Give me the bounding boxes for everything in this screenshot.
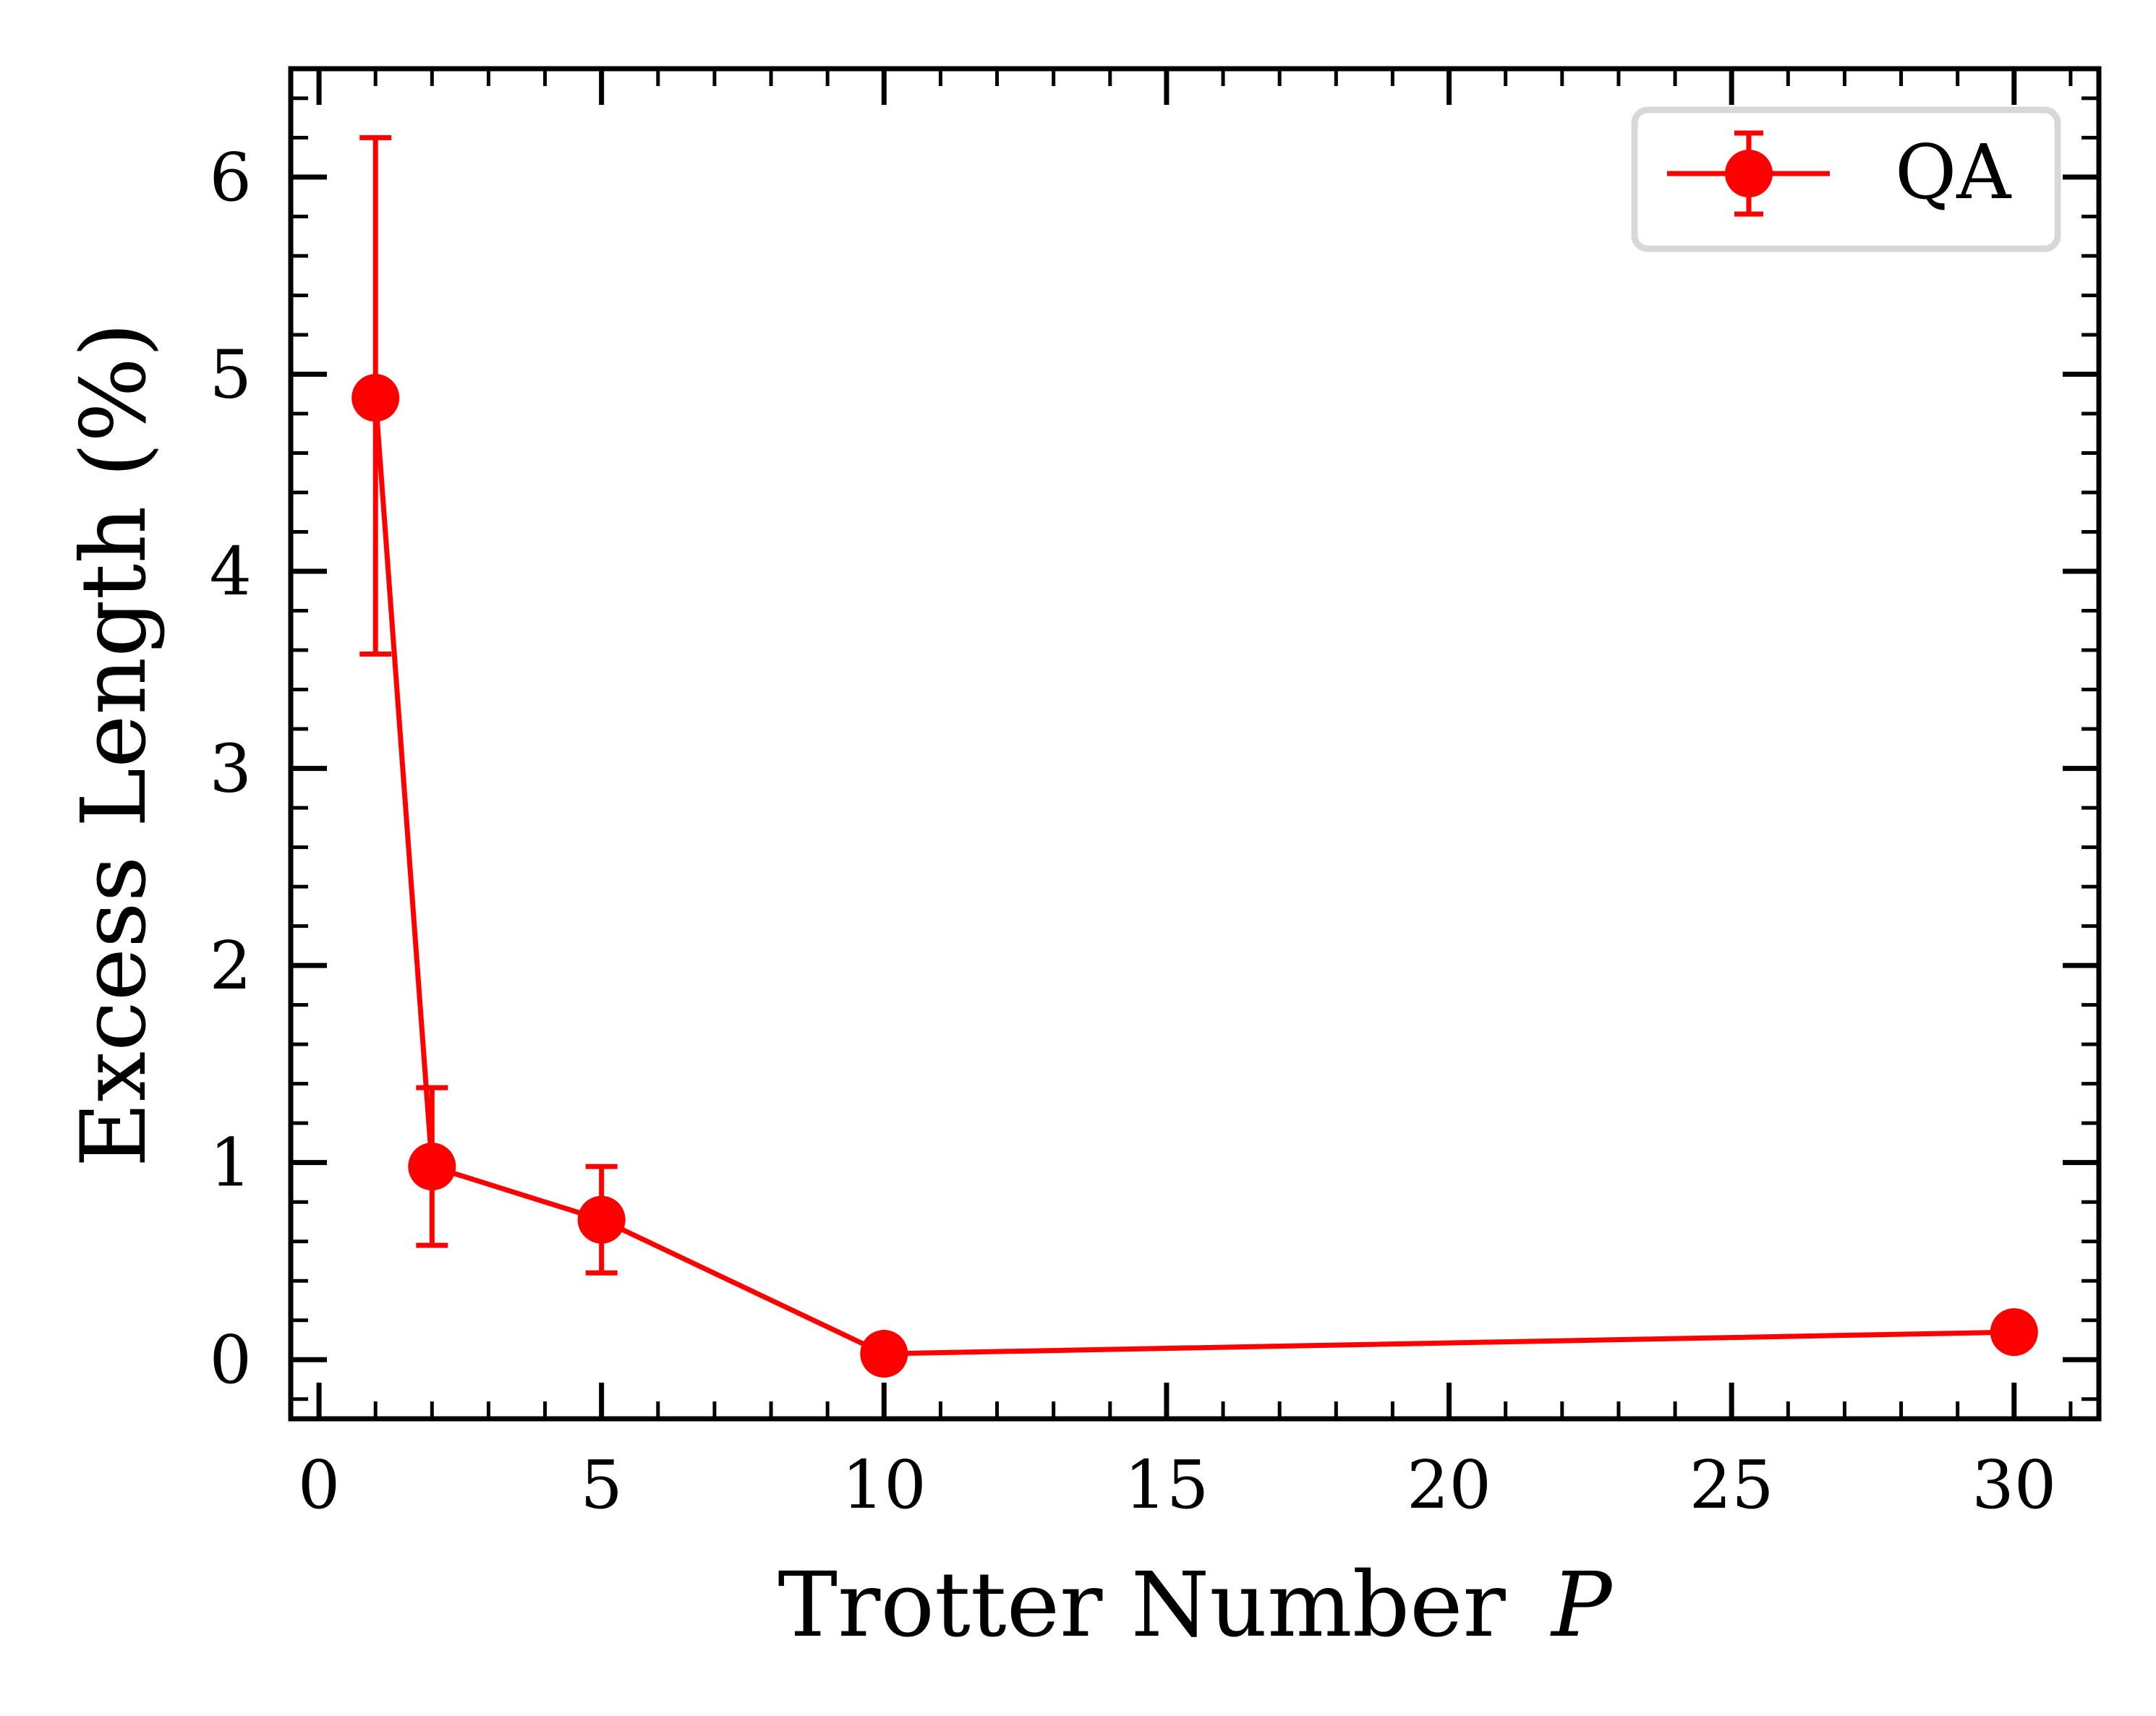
data-point bbox=[351, 374, 400, 422]
series-layer bbox=[351, 135, 2038, 1378]
x-tick-label: 20 bbox=[1407, 1446, 1491, 1524]
x-tick-label: 0 bbox=[298, 1446, 341, 1524]
legend-label-qa: QA bbox=[1895, 128, 2012, 216]
x-tick-label: 30 bbox=[1972, 1446, 2056, 1524]
y-tick-label: 6 bbox=[209, 139, 252, 216]
minor-ticks bbox=[291, 69, 2099, 1419]
y-tick-label: 0 bbox=[209, 1321, 252, 1399]
x-axis-label: Trotter Number P bbox=[777, 1553, 1614, 1657]
data-point bbox=[1990, 1308, 2038, 1357]
plot-area-frame bbox=[288, 66, 2102, 1422]
y-tick-label: 1 bbox=[209, 1124, 252, 1202]
legend: QA bbox=[1631, 106, 2061, 252]
x-tick-label: 5 bbox=[580, 1446, 623, 1524]
y-tick-label: 2 bbox=[209, 927, 252, 1004]
data-point bbox=[408, 1143, 456, 1191]
legend-marker bbox=[1725, 150, 1773, 197]
y-tick-label: 4 bbox=[209, 533, 252, 610]
y-tick-labels: 0 1 2 3 4 5 6 bbox=[209, 139, 252, 1399]
x-axis-label-symbol: P bbox=[1550, 1553, 1614, 1657]
y-tick-label: 3 bbox=[209, 730, 252, 808]
x-tick-label: 10 bbox=[842, 1446, 926, 1524]
data-point bbox=[860, 1330, 908, 1378]
x-tick-labels: 0 5 10 15 20 25 30 bbox=[298, 1446, 2057, 1524]
major-ticks bbox=[291, 69, 2099, 1419]
y-tick-label: 5 bbox=[209, 336, 252, 413]
y-axis-label: Excess Length (%) bbox=[62, 323, 166, 1168]
data-point bbox=[577, 1195, 626, 1244]
x-tick-label: 25 bbox=[1690, 1446, 1774, 1524]
x-axis-label-text: Trotter Number bbox=[777, 1553, 1506, 1657]
x-tick-label: 15 bbox=[1124, 1446, 1209, 1524]
